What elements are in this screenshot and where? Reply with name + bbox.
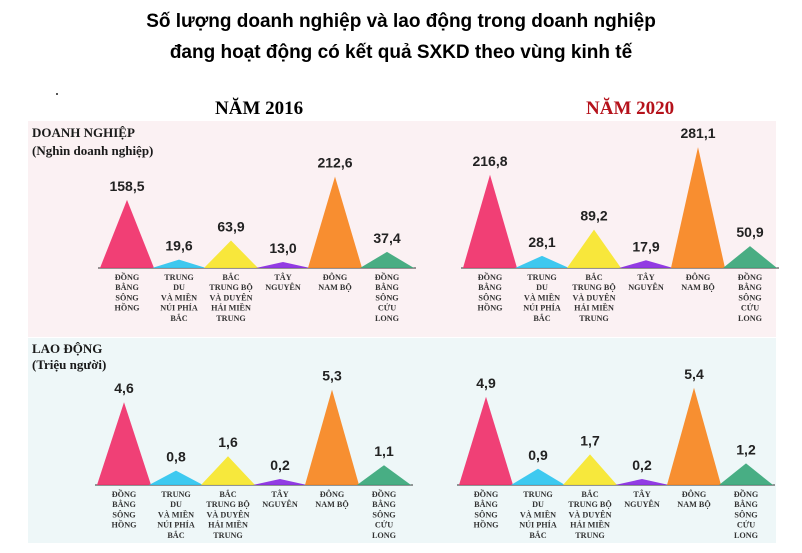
enterprises-2020-category-label-5: ĐỒNG BẰNG SÔNG CỬU LONG [738, 272, 763, 323]
labor-2020-peak-0 [459, 396, 513, 485]
labor-2020-peak-5 [719, 463, 773, 485]
labor-2016-peak-0 [97, 402, 151, 485]
labor-2020-peak-2 [563, 454, 617, 485]
enterprises-2016-category-label-3: TÂY NGUYÊN [265, 272, 301, 292]
year-2016-heading: NĂM 2016 [215, 98, 304, 119]
labor-2020-value-label-1: 0,9 [528, 447, 548, 463]
labor-2020-value-label-0: 4,9 [476, 375, 496, 391]
labor-2020-peak-1 [511, 468, 565, 485]
enterprises-panel-background [28, 121, 776, 337]
labor-2020-category-label-3: TÂY NGUYÊN [624, 489, 660, 509]
labor-2016-peak-2 [201, 456, 255, 485]
enterprises-2020-value-label-3: 17,9 [632, 238, 659, 254]
labor-2016-peak-4 [305, 389, 359, 485]
enterprises-2020-category-label-3: TÂY NGUYÊN [628, 272, 664, 292]
labor-2016-category-label-0: ĐỒNG BẰNG SÔNG HỒNG [111, 489, 137, 530]
enterprises-2016-peak-1 [152, 259, 206, 268]
labor-2016-peak-3 [253, 479, 307, 485]
labor-2016-value-label-4: 5,3 [322, 368, 342, 384]
labor-2016-category-label-3: TÂY NGUYÊN [262, 489, 298, 509]
labor-2016-peak-1 [149, 470, 203, 485]
enterprises-2020-peak-5 [723, 246, 777, 268]
enterprises-2016-category-label-5: ĐỒNG BẰNG SÔNG CỬU LONG [375, 272, 400, 323]
enterprises-2016-value-label-0: 158,5 [109, 178, 144, 194]
enterprises-2020-peak-0 [463, 174, 517, 268]
enterprises-2016-peak-2 [204, 240, 258, 268]
labor-2020-peak-3 [615, 479, 669, 485]
labor-2016-category-label-1: TRUNG DU VÀ MIỀN NÚI PHÍA BẮC [157, 490, 195, 540]
enterprises-2020-peak-1 [515, 255, 569, 268]
stray-dot [56, 93, 58, 95]
enterprises-2016-peak-3 [256, 262, 310, 268]
labor-2016-value-label-1: 0,8 [166, 449, 186, 465]
enterprises-2020-value-label-2: 89,2 [580, 208, 607, 224]
labor-2016-category-label-4: ĐÔNG NAM BỘ [315, 489, 348, 509]
enterprises-2020-value-label-1: 28,1 [528, 234, 555, 250]
labor-2020-value-label-5: 1,2 [736, 441, 756, 457]
year-2020-heading: NĂM 2020 [586, 98, 675, 119]
labor-2016-category-label-5: ĐỒNG BẰNG SÔNG CỬU LONG [372, 489, 397, 540]
enterprises-2020-category-label-2: BẮC TRUNG BỘ VÀ DUYÊN HẢI MIỀN TRUNG [572, 272, 615, 323]
enterprises-2016-value-label-1: 19,6 [165, 238, 192, 254]
enterprises-2020-category-label-0: ĐỒNG BẰNG SÔNG HỒNG [477, 272, 503, 313]
chart-title: Số lượng doanh nghiệp và lao động trong … [0, 6, 802, 68]
enterprises-2020-value-label-4: 281,1 [680, 125, 715, 141]
labor-2020-value-label-4: 5,4 [684, 366, 704, 382]
enterprises-2020-peak-3 [619, 260, 673, 268]
labor-2020-category-label-4: ĐÔNG NAM BỘ [677, 489, 710, 509]
enterprises-2016-category-label-4: ĐÔNG NAM BỘ [318, 272, 351, 292]
enterprises-2016-category-label-2: BẮC TRUNG BỘ VÀ DUYÊN HẢI MIỀN TRUNG [209, 272, 252, 323]
enterprises-section-label: DOANH NGHIỆP [32, 125, 135, 140]
labor-2016-value-label-3: 0,2 [270, 457, 290, 473]
title-line-2: đang hoạt động có kết quả SXKD theo vùng… [169, 42, 633, 63]
labor-2016-value-label-2: 1,6 [218, 434, 238, 450]
labor-2016-category-label-2: BẮC TRUNG BỘ VÀ DUYÊN HẢI MIỀN TRUNG [206, 489, 249, 540]
enterprises-2020-category-label-1: TRUNG DU VÀ MIỀN NÚI PHÍA BẮC [523, 273, 561, 323]
labor-2020-category-label-0: ĐỒNG BẰNG SÔNG HỒNG [473, 489, 499, 530]
labor-section-label: LAO ĐỘNG [32, 341, 103, 356]
enterprises-2020-peak-4 [671, 147, 725, 268]
enterprises-2020-peak-2 [567, 229, 621, 268]
labor-2016-value-label-0: 4,6 [114, 380, 134, 396]
labor-2020-category-label-5: ĐỒNG BẰNG SÔNG CỬU LONG [734, 489, 759, 540]
title-line-1: Số lượng doanh nghiệp và lao động trong … [146, 11, 656, 32]
labor-2020-peak-4 [667, 387, 721, 485]
labor-2020-category-label-1: TRUNG DU VÀ MIỀN NÚI PHÍA BẮC [519, 490, 557, 540]
enterprises-2016-category-label-1: TRUNG DU VÀ MIỀN NÚI PHÍA BẮC [160, 273, 198, 323]
labor-2016-peak-5 [357, 465, 411, 485]
enterprises-2016-category-label-0: ĐỒNG BẰNG SÔNG HỒNG [114, 272, 140, 313]
labor-panel-background [28, 338, 776, 543]
enterprises-unit-label: (Nghìn doanh nghiệp) [32, 143, 154, 158]
labor-2020-category-label-2: BẮC TRUNG BỘ VÀ DUYÊN HẢI MIỀN TRUNG [568, 489, 611, 540]
enterprises-2016-peak-5 [360, 251, 414, 268]
labor-2020-value-label-3: 0,2 [632, 457, 652, 473]
enterprises-2016-value-label-4: 212,6 [317, 155, 352, 171]
labor-2016-value-label-5: 1,1 [374, 443, 394, 459]
enterprises-2016-peak-4 [308, 176, 362, 268]
labor-2020-value-label-2: 1,7 [580, 432, 600, 448]
enterprises-2016-value-label-2: 63,9 [217, 219, 244, 235]
enterprises-2016-peak-0 [100, 199, 154, 268]
enterprises-2016-value-label-5: 37,4 [373, 230, 400, 246]
enterprises-2020-category-label-4: ĐÔNG NAM BỘ [681, 272, 714, 292]
labor-unit-label: (Triệu người) [32, 357, 107, 372]
enterprises-2020-value-label-0: 216,8 [472, 153, 507, 169]
enterprises-2020-value-label-5: 50,9 [736, 224, 763, 240]
enterprises-2016-value-label-3: 13,0 [269, 240, 296, 256]
